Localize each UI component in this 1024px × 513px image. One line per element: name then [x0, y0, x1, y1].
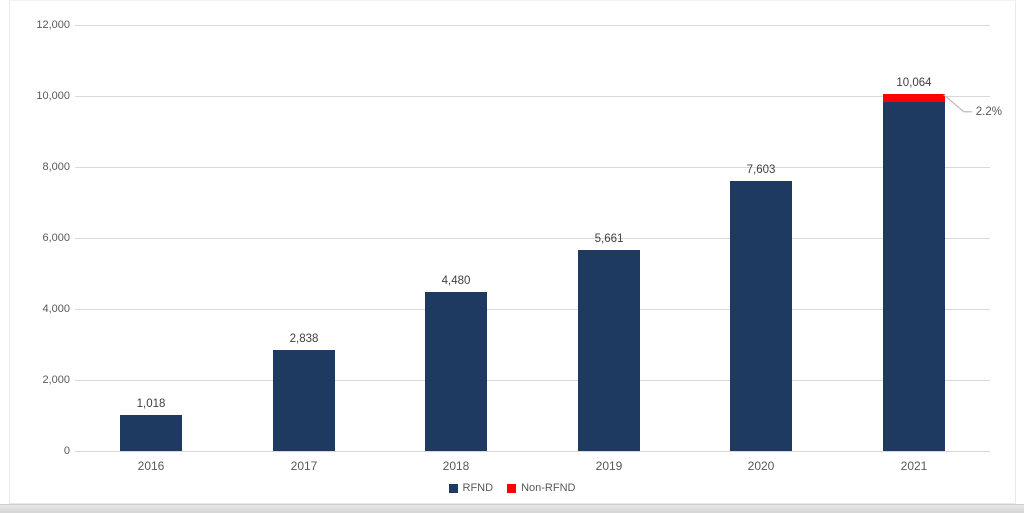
y-axis-tick-label: 6,000	[42, 232, 70, 244]
gridline	[75, 25, 990, 26]
data-label-2018: 4,480	[441, 275, 471, 287]
gridline	[75, 96, 990, 97]
rfnd-swatch-icon	[448, 483, 458, 493]
x-axis-label-2017: 2017	[290, 459, 318, 473]
data-label-2016: 1,018	[136, 398, 166, 410]
data-label-2021: 10,064	[896, 77, 932, 89]
gridline	[75, 309, 990, 310]
chart-legend: RFND Non-RFND	[0, 480, 1024, 496]
data-label-2020: 7,603	[746, 164, 776, 176]
legend-label-rfnd: RFND	[462, 482, 494, 494]
data-label-2017: 2,838	[289, 333, 319, 345]
x-axis-line	[75, 451, 990, 452]
data-label-2019: 5,661	[594, 233, 624, 245]
y-axis-tick-label: 0	[63, 445, 70, 457]
legend-label-non-rfnd: Non-RFND	[521, 482, 576, 494]
x-axis-label-2016: 2016	[137, 459, 165, 473]
y-axis-tick-label: 2,000	[42, 374, 70, 386]
y-axis-tick-label: 4,000	[42, 303, 70, 315]
x-axis-label-2020: 2020	[747, 459, 775, 473]
x-axis-label-2019: 2019	[595, 459, 623, 473]
annotation-percent-label: 2.2%	[975, 105, 1002, 118]
x-axis-label-2018: 2018	[442, 459, 470, 473]
window-bottom-edge	[0, 504, 1024, 513]
bar-2021-rfnd[interactable]	[883, 102, 945, 451]
gridline	[75, 380, 990, 381]
bar-2017-rfnd[interactable]	[273, 350, 335, 451]
bar-2019-rfnd[interactable]	[578, 250, 640, 451]
gridline	[75, 238, 990, 239]
bar-2020-rfnd[interactable]	[730, 181, 792, 451]
bar-2016-rfnd[interactable]	[120, 415, 182, 451]
bar-2021-non-rfnd[interactable]	[883, 94, 945, 102]
x-axis-label-2021: 2021	[900, 459, 928, 473]
legend-item-rfnd[interactable]: RFND	[448, 482, 494, 494]
legend-item-non-rfnd[interactable]: Non-RFND	[507, 482, 575, 494]
gridline	[75, 167, 990, 168]
bar-2018-rfnd[interactable]	[425, 292, 487, 451]
y-axis-tick-label: 8,000	[42, 161, 70, 173]
non-rfnd-swatch-icon	[507, 483, 517, 493]
y-axis-tick-label: 10,000	[36, 90, 70, 102]
y-axis-tick-label: 12,000	[36, 19, 70, 31]
